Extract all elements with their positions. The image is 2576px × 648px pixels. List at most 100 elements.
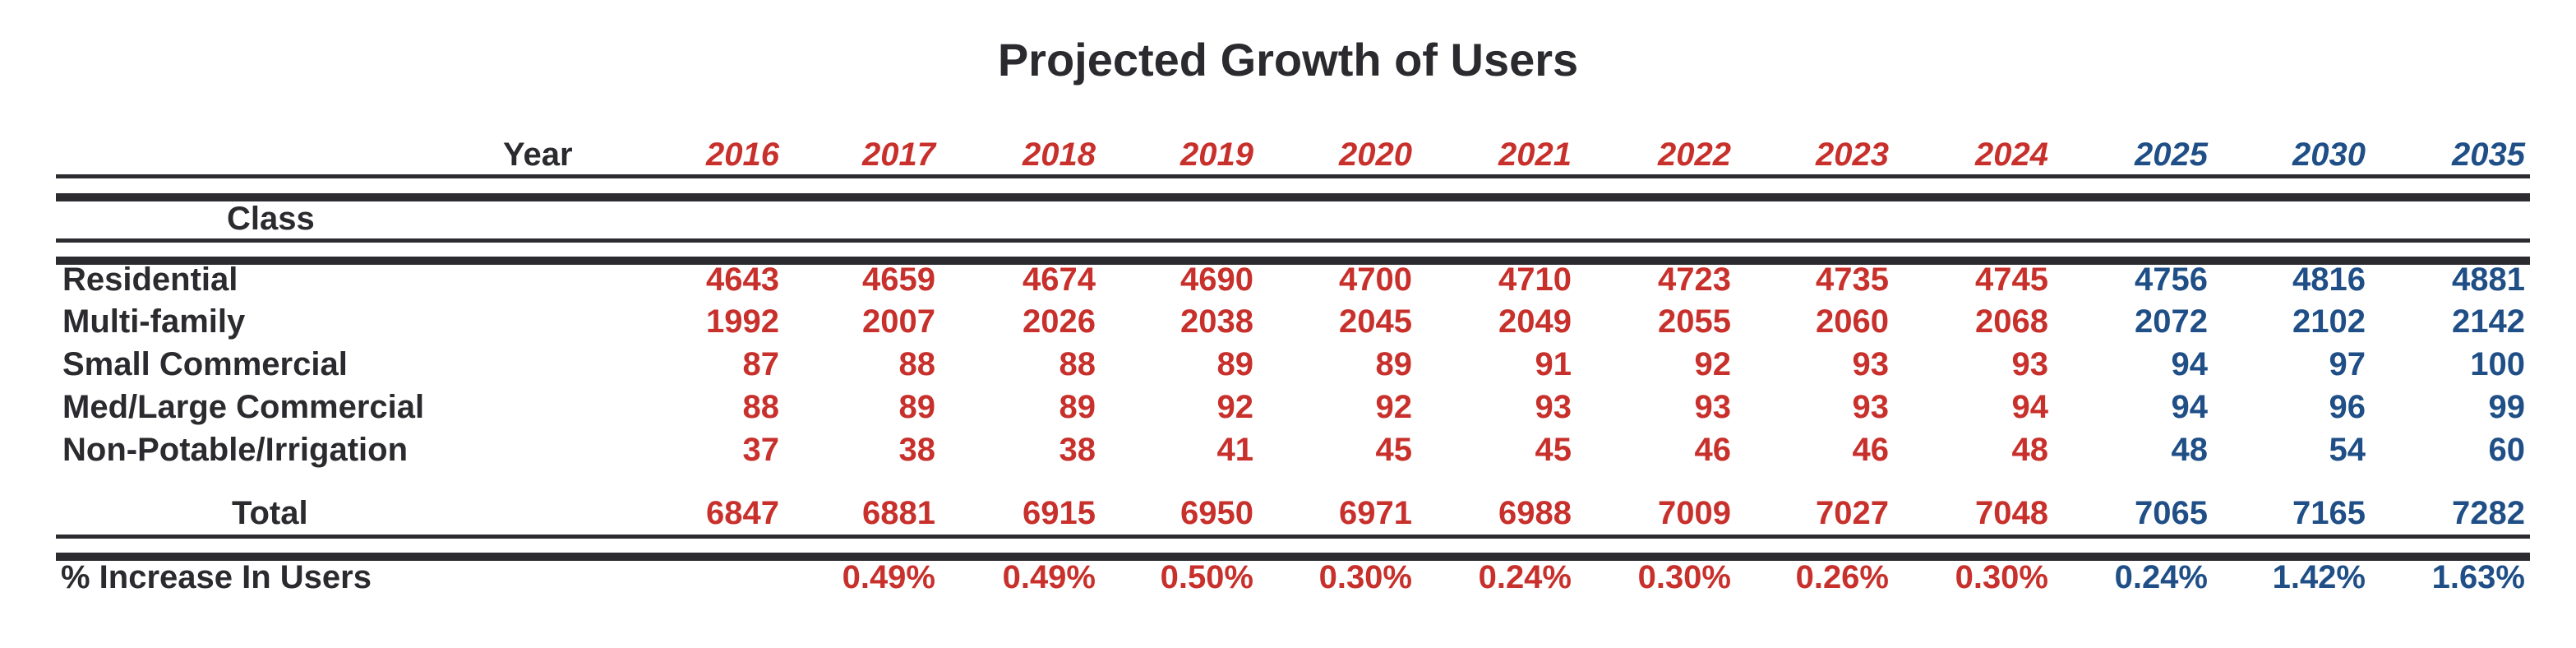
- table-cell: 99: [2488, 389, 2526, 425]
- increase-cell: 0.24%: [2114, 559, 2208, 595]
- table-cell: 97: [2329, 346, 2366, 382]
- total-cell: 6915: [1023, 495, 1096, 531]
- table-cell: 2072: [2135, 303, 2208, 340]
- year-header-2018: 2018: [1023, 137, 1096, 173]
- increase-cell: 0.50%: [1160, 559, 1253, 595]
- class-divider-thick: [56, 257, 2530, 265]
- table-cell: 4881: [2452, 262, 2525, 298]
- header-divider-thin: [56, 174, 2530, 178]
- table-cell: 94: [2011, 389, 2049, 425]
- table-cell: 2102: [2292, 303, 2366, 340]
- table-cell: 2007: [862, 303, 935, 340]
- increase-cell: 0.49%: [842, 559, 935, 595]
- increase-cell: 1.63%: [2431, 559, 2525, 595]
- increase-cell: 0.30%: [1318, 559, 1412, 595]
- row-label: Non-Potable/Irrigation: [62, 432, 408, 468]
- total-cell: 6988: [1498, 495, 1572, 531]
- table-cell: 4643: [706, 262, 779, 298]
- increase-cell: 0.49%: [1002, 559, 1096, 595]
- increase-cell: 1.42%: [2272, 559, 2366, 595]
- table-cell: 2045: [1339, 303, 1412, 340]
- table-cell: 87: [742, 346, 780, 382]
- table-cell: 4690: [1180, 262, 1253, 298]
- table-cell: 46: [1852, 432, 1890, 468]
- table-cell: 92: [1375, 389, 1413, 425]
- total-cell: 7282: [2452, 495, 2525, 531]
- year-header-2016: 2016: [706, 137, 779, 173]
- table-cell: 92: [1216, 389, 1254, 425]
- row-label: Med/Large Commercial: [62, 389, 425, 425]
- table-cell: 89: [1216, 346, 1254, 382]
- table-cell: 38: [1059, 432, 1096, 468]
- year-header-2024: 2024: [1975, 137, 2048, 173]
- year-header-2022: 2022: [1658, 137, 1731, 173]
- table-cell: 2068: [1975, 303, 2048, 340]
- table-cell: 4674: [1023, 262, 1096, 298]
- total-cell: 7048: [1975, 495, 2048, 531]
- total-cell: 6847: [706, 495, 779, 531]
- table-cell: 4659: [862, 262, 935, 298]
- increase-cell: 0.24%: [1478, 559, 1572, 595]
- table-cell: 93: [1852, 389, 1890, 425]
- year-header-2025: 2025: [2135, 137, 2208, 173]
- table-cell: 94: [2171, 346, 2209, 382]
- table-cell: 2038: [1180, 303, 1253, 340]
- year-header-label: Year: [503, 137, 573, 173]
- table-cell: 89: [1059, 389, 1096, 425]
- table-cell: 88: [898, 346, 936, 382]
- table-cell: 48: [2011, 432, 2049, 468]
- total-cell: 6950: [1180, 495, 1253, 531]
- page-title: Projected Growth of Users: [997, 34, 1579, 86]
- total-label: Total: [232, 495, 308, 531]
- table-cell: 4700: [1339, 262, 1412, 298]
- total-cell: 6971: [1339, 495, 1412, 531]
- year-header-2017: 2017: [862, 137, 935, 173]
- table-cell: 2060: [1816, 303, 1889, 340]
- year-header-2030: 2030: [2292, 137, 2366, 173]
- table-cell: 89: [1375, 346, 1413, 382]
- total-divider-thin: [56, 535, 2530, 539]
- table-cell: 45: [1535, 432, 1572, 468]
- class-divider-thin: [56, 238, 2530, 243]
- row-label: Residential: [62, 262, 238, 298]
- increase-label: % Increase In Users: [61, 559, 372, 595]
- table-cell: 46: [1694, 432, 1732, 468]
- table-cell: 48: [2171, 432, 2209, 468]
- table-cell: 2049: [1498, 303, 1572, 340]
- table-cell: 45: [1375, 432, 1413, 468]
- total-cell: 7165: [2292, 495, 2366, 531]
- table-cell: 1992: [706, 303, 779, 340]
- table-cell: 89: [898, 389, 936, 425]
- table-cell: 38: [898, 432, 936, 468]
- table-cell: 92: [1694, 346, 1732, 382]
- total-divider-thick: [56, 553, 2530, 561]
- total-cell: 7027: [1816, 495, 1889, 531]
- table-cell: 93: [1694, 389, 1732, 425]
- table-cell: 96: [2329, 389, 2366, 425]
- table-cell: 4745: [1975, 262, 2048, 298]
- header-divider-thick: [56, 193, 2530, 201]
- table-cell: 91: [1535, 346, 1572, 382]
- row-label: Small Commercial: [62, 346, 348, 382]
- table-cell: 4816: [2292, 262, 2366, 298]
- row-label: Multi-family: [62, 303, 246, 340]
- table-cell: 88: [1059, 346, 1096, 382]
- table-cell: 41: [1216, 432, 1254, 468]
- table-cell: 60: [2488, 432, 2526, 468]
- table-cell: 2055: [1658, 303, 1731, 340]
- increase-cell: 0.26%: [1795, 559, 1889, 595]
- increase-cell: 0.30%: [1637, 559, 1731, 595]
- table-cell: 54: [2329, 432, 2366, 468]
- table-cell: 4735: [1816, 262, 1889, 298]
- year-header-2023: 2023: [1816, 137, 1889, 173]
- year-header-2019: 2019: [1180, 137, 1253, 173]
- year-header-2020: 2020: [1339, 137, 1412, 173]
- increase-cell: 0.30%: [1955, 559, 2048, 595]
- table-cell: 2142: [2452, 303, 2525, 340]
- table-cell: 88: [742, 389, 780, 425]
- table-cell: 4710: [1498, 262, 1572, 298]
- total-cell: 7009: [1658, 495, 1731, 531]
- class-header-label: Class: [227, 201, 315, 237]
- table-cell: 93: [2011, 346, 2049, 382]
- table-cell: 4756: [2135, 262, 2208, 298]
